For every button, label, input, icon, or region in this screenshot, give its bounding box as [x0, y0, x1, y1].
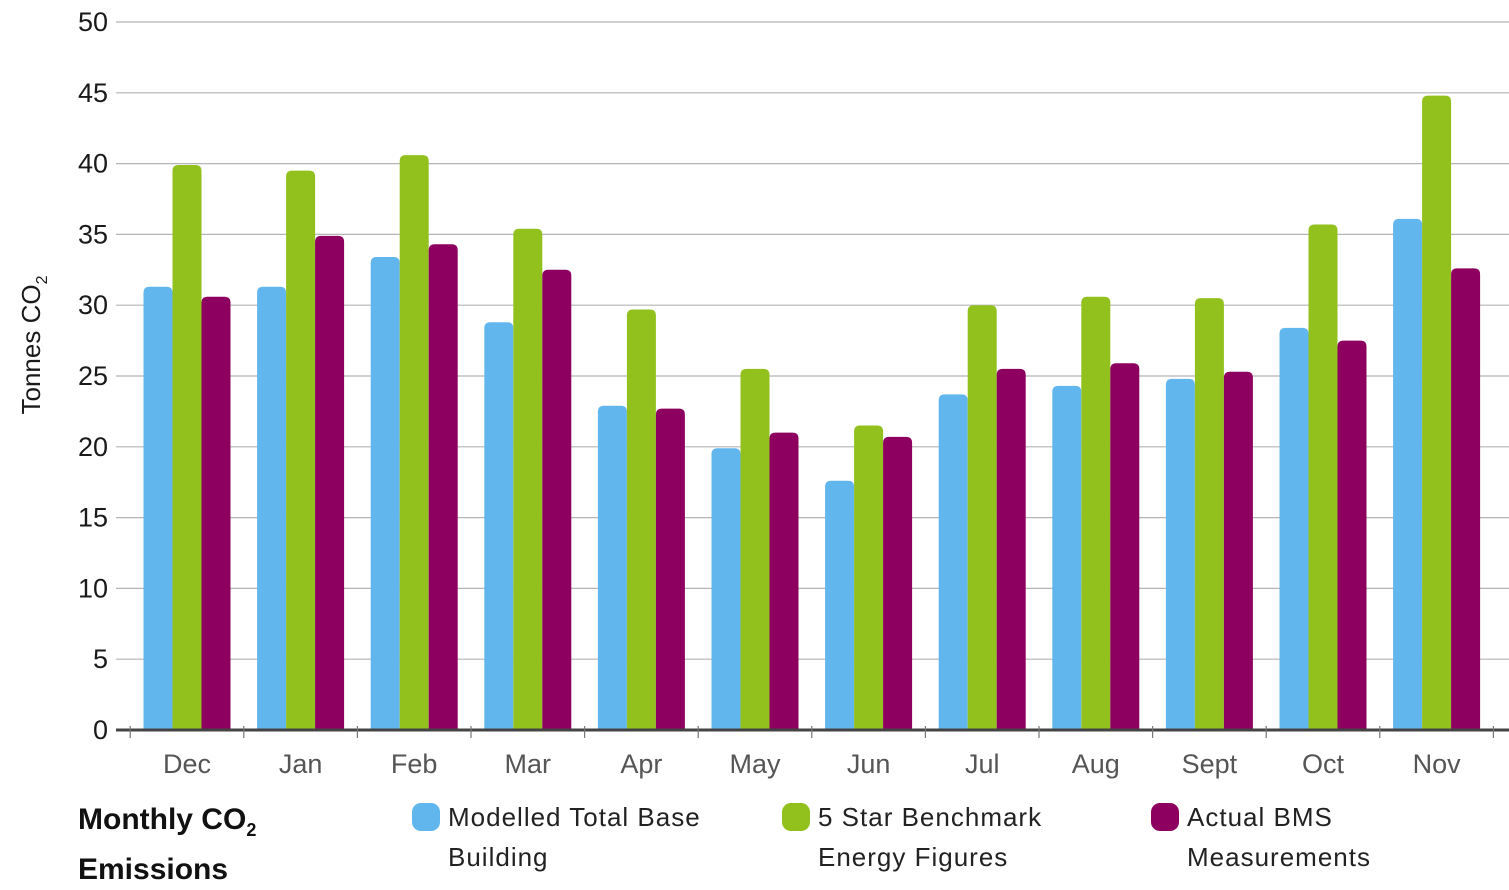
chart-title-main: Monthly CO: [78, 803, 247, 836]
chart-title-sub: 2: [246, 820, 257, 840]
bar-actual-oct: [1337, 340, 1367, 730]
y-axis-title-main: Tonnes CO: [16, 284, 46, 414]
bar-benchmark-apr: [626, 309, 656, 730]
bar-modelled-apr: [597, 405, 627, 730]
x-tick-label: May: [729, 749, 781, 779]
y-axis-title: Tonnes CO2: [16, 275, 51, 414]
bar-actual-dec: [201, 296, 231, 730]
y-tick-label: 0: [93, 715, 108, 745]
y-tick-labels: 0 5 10 15 20 25 30 35 40 45 50: [78, 7, 108, 745]
bar-modelled-jul: [938, 394, 968, 730]
x-tick-label: Jun: [847, 749, 891, 779]
x-tick-label: Feb: [391, 749, 438, 779]
bar-modelled-dec: [143, 286, 173, 730]
y-tick-label: 20: [78, 432, 108, 462]
chart-title-line2: Emissions: [78, 853, 229, 886]
bar-benchmark-jan: [286, 170, 316, 730]
bar-benchmark-aug: [1081, 296, 1111, 730]
legend-label-modelled-line2: Building: [448, 842, 549, 872]
y-tick-label: 15: [78, 503, 108, 533]
legend-item-benchmark: 5 Star Benchmark Energy Figures: [782, 801, 1042, 877]
bar-actual-jan: [315, 235, 345, 731]
y-axis-title-sub: 2: [34, 275, 51, 284]
legend-label-modelled: Modelled Total Base Building: [448, 797, 701, 877]
bar-benchmark-mar: [513, 228, 543, 730]
bar-actual-aug: [1110, 363, 1140, 730]
bar-actual-nov: [1451, 268, 1481, 730]
bar-modelled-oct: [1279, 327, 1309, 730]
bar-benchmark-jul: [967, 305, 997, 730]
y-tick-label: 40: [78, 149, 108, 179]
x-tick-label: Oct: [1302, 749, 1345, 779]
bar-actual-apr: [655, 408, 685, 730]
legend-swatch-actual: [1151, 803, 1179, 831]
legend-item-actual: Actual BMS Measurements: [1151, 801, 1371, 877]
legend-label-benchmark: 5 Star Benchmark Energy Figures: [818, 797, 1042, 877]
x-tick-label: Sept: [1182, 749, 1238, 779]
bar-modelled-feb: [370, 257, 400, 730]
x-axis: [116, 726, 1509, 738]
bar-modelled-may: [711, 448, 741, 730]
bar-benchmark-jun: [854, 425, 884, 730]
bar-modelled-jan: [257, 286, 287, 730]
bar-benchmark-sept: [1194, 298, 1224, 730]
legend-item-modelled: Modelled Total Base Building: [412, 801, 701, 877]
y-tick-label: 35: [78, 219, 108, 249]
x-tick-label: Nov: [1413, 749, 1462, 779]
legend-label-actual-line2: Measurements: [1187, 842, 1371, 872]
bar-modelled-jun: [825, 480, 855, 730]
bar-benchmark-dec: [172, 165, 202, 731]
x-tick-labels: Dec Jan Feb Mar Apr May Jun Jul Aug Sept Oct Nov: [163, 749, 1461, 779]
y-tick-label: 45: [78, 78, 108, 108]
bar-modelled-sept: [1165, 378, 1195, 730]
y-tick-label: 50: [78, 7, 108, 37]
legend-swatch-modelled: [412, 803, 440, 831]
legend-label-actual-line1: Actual BMS: [1187, 802, 1333, 832]
bar-benchmark-feb: [399, 155, 429, 730]
gridlines: [116, 21, 1509, 660]
legend-label-actual: Actual BMS Measurements: [1187, 797, 1371, 877]
bar-actual-jun: [883, 436, 913, 730]
bar-actual-feb: [428, 244, 458, 730]
y-tick-label: 30: [78, 290, 108, 320]
x-tick-label: Aug: [1072, 749, 1120, 779]
bar-benchmark-nov: [1422, 95, 1452, 730]
bar-benchmark-oct: [1308, 224, 1338, 730]
bars: [143, 95, 1481, 731]
bar-modelled-aug: [1052, 385, 1082, 730]
bar-actual-sept: [1223, 371, 1253, 730]
y-tick-label: 5: [93, 644, 108, 674]
x-tick-label: Apr: [620, 749, 662, 779]
legend-label-benchmark-line1: 5 Star Benchmark: [818, 802, 1043, 832]
y-tick-label: 25: [78, 361, 108, 391]
legend-label-benchmark-line2: Energy Figures: [818, 842, 1009, 872]
legend-swatch-benchmark: [782, 803, 810, 831]
bar-actual-jul: [996, 368, 1026, 730]
bar-modelled-mar: [484, 322, 514, 730]
legend-label-modelled-line1: Modelled Total Base: [448, 802, 701, 832]
x-tick-label: Mar: [505, 749, 552, 779]
bar-modelled-nov: [1393, 218, 1423, 730]
bar-benchmark-may: [740, 368, 770, 730]
x-tick-label: Jul: [965, 749, 1000, 779]
x-tick-label: Jan: [279, 749, 323, 779]
bar-actual-mar: [542, 269, 572, 730]
bar-actual-may: [769, 432, 799, 730]
y-tick-label: 10: [78, 573, 108, 603]
x-tick-label: Dec: [163, 749, 211, 779]
